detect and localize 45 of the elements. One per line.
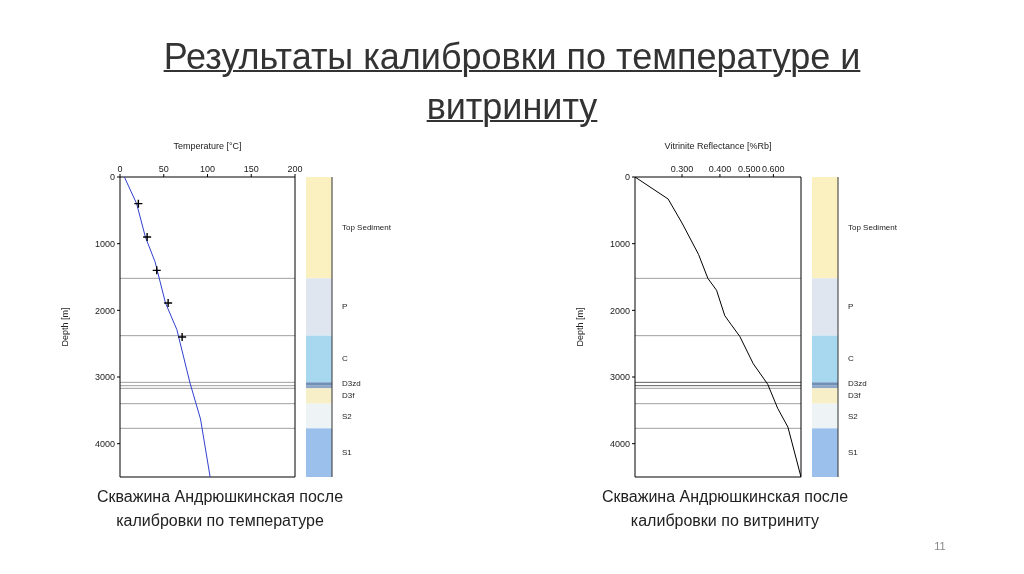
text: D3zd xyxy=(342,379,361,389)
x-tick-label: 0.300 xyxy=(670,164,694,174)
text: Скважина Андрюшкинская после калибровки по витриниту xyxy=(600,487,850,531)
text: P xyxy=(848,302,854,312)
text: D3f xyxy=(342,391,356,401)
point xyxy=(163,298,173,308)
y-axis-title: Depth [m] xyxy=(60,307,71,347)
text: D3f xyxy=(848,391,862,401)
text: Результаты калибровки по температуре и витриниту xyxy=(162,35,862,129)
text: S2 xyxy=(342,411,353,421)
y-tick-label: 2000 xyxy=(94,305,115,316)
text: Top Sediment xyxy=(848,222,898,232)
y-tick-label: 2000 xyxy=(609,305,630,316)
point xyxy=(177,332,187,342)
text: C xyxy=(342,354,348,364)
text: Скважина Андрюшкинская после калибровки по температуре xyxy=(95,487,345,531)
x-tick-label: 0.500 xyxy=(738,164,761,174)
text: S1 xyxy=(342,448,353,458)
x-tick-label: 100 xyxy=(199,164,216,174)
text: 11 xyxy=(933,540,947,552)
y-axis-title: Depth [m] xyxy=(575,307,586,347)
y-tick-label: 4000 xyxy=(609,438,630,449)
x-tick-label: 50 xyxy=(158,164,169,174)
x-tick-label: 0 xyxy=(117,164,123,174)
y-tick-label: 1000 xyxy=(609,238,630,249)
line-series xyxy=(123,177,211,477)
x-tick-label: 0.600 xyxy=(762,164,785,174)
text: Top Sediment xyxy=(342,222,392,232)
text: S1 xyxy=(848,448,859,458)
text: P xyxy=(342,302,348,312)
x-tick-label: 200 xyxy=(287,164,303,174)
text: D3zd xyxy=(848,379,867,389)
text: C xyxy=(848,354,854,364)
x-tick-label: 150 xyxy=(243,164,259,174)
point xyxy=(142,232,152,242)
x-axis-title: Temperature [°C] xyxy=(173,141,242,152)
x-tick-label: 0.400 xyxy=(708,164,732,174)
text: S2 xyxy=(848,411,859,421)
x-axis-title: Vitrinite Reflectance [%Rb] xyxy=(664,141,772,152)
y-tick-label: 3000 xyxy=(609,372,630,383)
y-tick-label: 4000 xyxy=(94,438,115,449)
y-tick-label: 0 xyxy=(109,172,115,183)
y-tick-label: 0 xyxy=(624,172,630,183)
y-tick-label: 3000 xyxy=(94,372,115,383)
y-tick-label: 1000 xyxy=(94,238,115,249)
